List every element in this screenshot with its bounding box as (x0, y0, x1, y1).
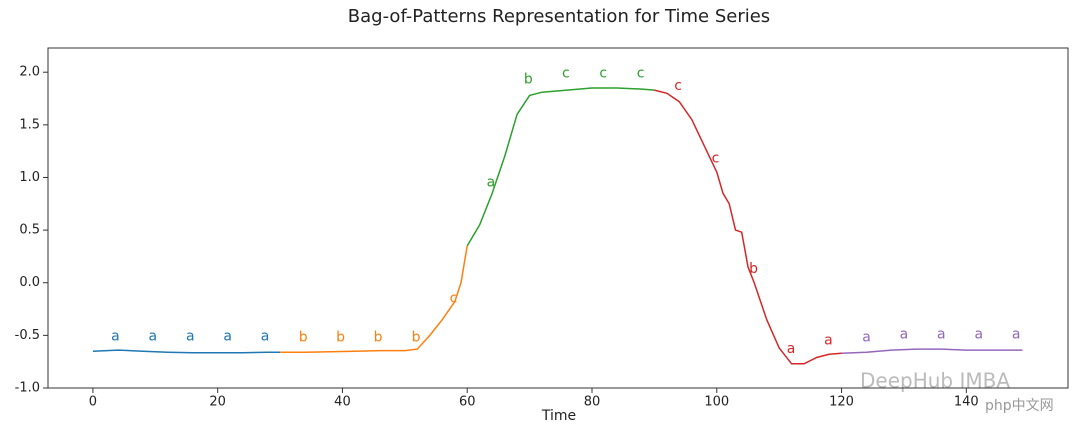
x-tick-label: 120 (829, 395, 854, 410)
series-line (92, 349, 281, 354)
annotation: c (674, 78, 682, 94)
x-tick-label: 140 (954, 395, 979, 410)
x-tick-label: 80 (584, 395, 601, 410)
series-line (280, 245, 468, 353)
annotation: c (712, 151, 720, 167)
y-tick-label: 0.5 (19, 223, 40, 238)
x-tick-label: 0 (89, 395, 97, 410)
annotation: a (900, 326, 909, 342)
annotation: c (450, 291, 458, 307)
y-tick-label: 1.0 (19, 170, 40, 185)
x-tick-label: 60 (459, 395, 476, 410)
annotation: b (524, 72, 533, 88)
annotation: a (186, 328, 195, 344)
y-tick-label: 0.0 (19, 275, 40, 290)
plot-frame (47, 47, 1069, 389)
annotation: b (374, 329, 383, 345)
annotation: b (749, 261, 758, 277)
annotation: a (787, 341, 796, 357)
x-tick-label: 40 (334, 395, 351, 410)
annotation: c (637, 65, 645, 81)
annotation: b (412, 329, 421, 345)
annotation: c (599, 65, 607, 81)
annotation: a (862, 329, 871, 345)
y-tick-label: -0.5 (15, 328, 40, 343)
watermark: DeepHub IMBA (860, 369, 1010, 393)
annotation: c (562, 65, 570, 81)
y-tick-label: -1.0 (15, 381, 40, 396)
annotation: a (487, 175, 496, 191)
series-line (841, 348, 1023, 355)
annotation: a (111, 328, 120, 344)
annotation: a (223, 328, 232, 344)
annotation: a (974, 326, 983, 342)
chart-title: Bag-of-Patterns Representation for Time … (348, 6, 770, 27)
y-tick-label: 2.0 (19, 65, 40, 80)
annotation: a (149, 328, 158, 344)
x-tick-label: 20 (209, 395, 226, 410)
x-axis-label: Time (541, 408, 576, 424)
annotation: a (824, 333, 833, 349)
series-line (466, 87, 655, 247)
annotation: b (336, 329, 345, 345)
annotation: b (299, 329, 308, 345)
annotation: a (937, 326, 946, 342)
annotation: a (261, 328, 270, 344)
watermark: php中文网 (985, 398, 1054, 414)
annotation: a (1012, 326, 1021, 342)
y-tick-label: 1.5 (19, 117, 40, 132)
x-tick-label: 100 (704, 395, 729, 410)
series-line (654, 89, 842, 365)
